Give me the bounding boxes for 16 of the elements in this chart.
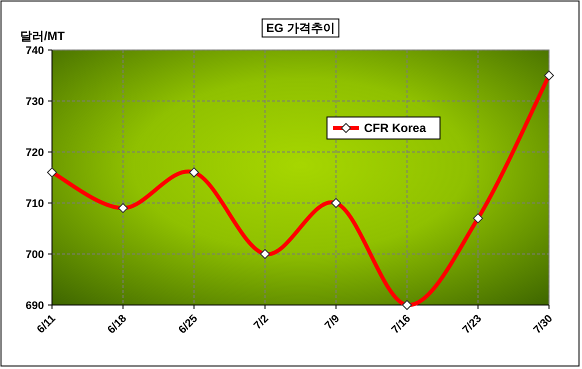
y-tick-label: 710 [26, 198, 44, 210]
x-tick-label: 7/23 [460, 312, 484, 336]
y-tick-label: 730 [26, 96, 44, 108]
x-tick-label: 7/2 [252, 312, 272, 332]
y-axis-title: 달러/MT [20, 29, 66, 43]
x-tick-label: 6/18 [105, 312, 130, 336]
x-tick-label: 7/16 [389, 312, 414, 336]
y-tick-label: 740 [26, 45, 44, 57]
x-tick-label: 7/30 [531, 312, 556, 336]
chart-title: EG 가격추이 [266, 21, 335, 35]
x-tick-label: 6/11 [34, 312, 58, 336]
legend-label: CFR Korea [364, 121, 426, 135]
y-tick-label: 700 [26, 249, 44, 261]
x-tick-label: 7/9 [322, 312, 342, 332]
y-tick-label: 690 [26, 300, 44, 312]
y-tick-label: 720 [26, 147, 44, 159]
